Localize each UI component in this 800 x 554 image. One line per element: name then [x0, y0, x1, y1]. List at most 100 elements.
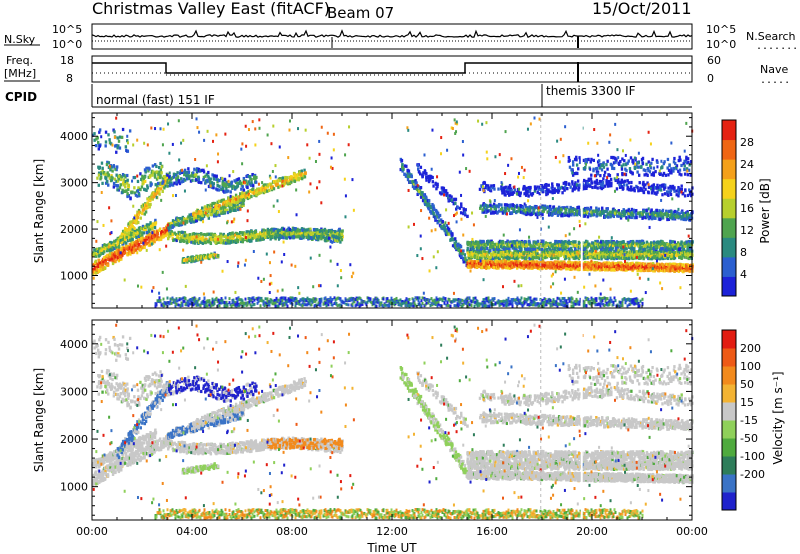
power-cell: [454, 240, 458, 244]
power-cell: [254, 178, 257, 182]
power-cell: [330, 230, 333, 234]
power-cell: [285, 177, 289, 182]
power-cell: [154, 238, 158, 242]
power-cell: [163, 177, 166, 181]
power-cell: [293, 179, 297, 183]
power-cell: [208, 255, 212, 259]
power-cell: [210, 212, 213, 216]
power-cell: [199, 169, 202, 173]
power-cell: [142, 227, 146, 232]
power-cell: [137, 234, 141, 238]
power-cell: [223, 178, 227, 182]
power-cell: [288, 227, 292, 232]
power-cell: [168, 225, 172, 229]
power-cell: [102, 267, 105, 271]
power-cell: [447, 194, 451, 198]
power-cell: [92, 252, 96, 257]
power-cell: [216, 200, 219, 204]
power-cell: [429, 210, 432, 214]
power-cell: [110, 178, 114, 182]
power-cell: [560, 267, 563, 271]
power-cell: [158, 170, 161, 174]
power-cell: [246, 182, 249, 186]
power-cell: [160, 231, 163, 235]
power-cell: [548, 261, 551, 265]
power-cell: [121, 127, 125, 132]
power-cell: [538, 267, 542, 271]
power-cell: [195, 219, 199, 223]
power-cell: [294, 177, 297, 182]
power-cell: [234, 240, 238, 244]
power-cell: [458, 253, 462, 258]
power-cell: [101, 263, 104, 267]
power-cell: [216, 178, 220, 182]
power-cell: [202, 175, 206, 179]
power-cell: [431, 175, 434, 180]
power-cell: [109, 248, 113, 252]
power-cell: [325, 229, 328, 233]
power-cell: [122, 183, 125, 187]
power-cell: [117, 239, 121, 243]
power-cell: [180, 177, 183, 181]
power-cell: [121, 188, 124, 192]
power-cell: [158, 189, 161, 193]
power-cell: [168, 229, 171, 233]
power-cell: [270, 227, 273, 232]
power-cell: [136, 210, 139, 214]
power-cell: [460, 204, 463, 209]
power-cell: [272, 187, 276, 191]
power-cell: [183, 222, 187, 226]
power-cell: [121, 173, 125, 177]
power-cell: [233, 208, 237, 212]
power-cell: [175, 222, 178, 227]
power-cell: [135, 218, 139, 222]
power-cell: [447, 227, 451, 231]
power-cell: [556, 265, 559, 269]
power-cell: [137, 186, 140, 190]
power-cell: [162, 182, 165, 186]
power-cell: [640, 268, 643, 273]
power-cell: [126, 181, 129, 185]
power-cell: [209, 241, 213, 245]
power-cell: [174, 232, 178, 237]
power-cell: [117, 144, 120, 148]
power-cell: [294, 175, 298, 179]
power-cell: [128, 236, 131, 240]
power-cell: [130, 223, 133, 227]
power-cell: [135, 220, 138, 224]
power-cell: [184, 220, 187, 224]
power-cell: [466, 259, 469, 263]
power-cell: [188, 239, 191, 244]
power-cell: [229, 196, 232, 200]
power-cell: [639, 250, 642, 254]
power-cell: [109, 243, 112, 247]
power-cell: [110, 175, 113, 179]
power-cell: [232, 185, 236, 189]
power-cell: [148, 198, 152, 202]
power-cell: [177, 236, 180, 240]
power-cell: [607, 261, 611, 265]
power-cell: [405, 164, 408, 168]
power-cell: [428, 202, 431, 207]
power-cell: [106, 160, 109, 164]
power-cell: [154, 183, 157, 187]
power-cell: [133, 214, 137, 218]
power-cell: [197, 169, 201, 173]
power-cell: [215, 187, 218, 191]
power-cell: [209, 181, 212, 185]
power-cell: [123, 240, 126, 244]
power-cell: [118, 257, 122, 261]
power-cell: [168, 234, 171, 238]
power-cell: [127, 187, 130, 192]
power-cell: [212, 214, 216, 218]
power-cell: [114, 254, 117, 259]
power-cell: [128, 246, 132, 250]
power-cell: [263, 235, 267, 239]
power-cell: [135, 235, 138, 240]
power-cell: [109, 255, 112, 259]
power-cell: [156, 230, 159, 234]
power-cell: [113, 177, 117, 181]
power-cell: [230, 182, 233, 186]
power-cell: [149, 221, 152, 225]
power-cell: [115, 143, 118, 148]
